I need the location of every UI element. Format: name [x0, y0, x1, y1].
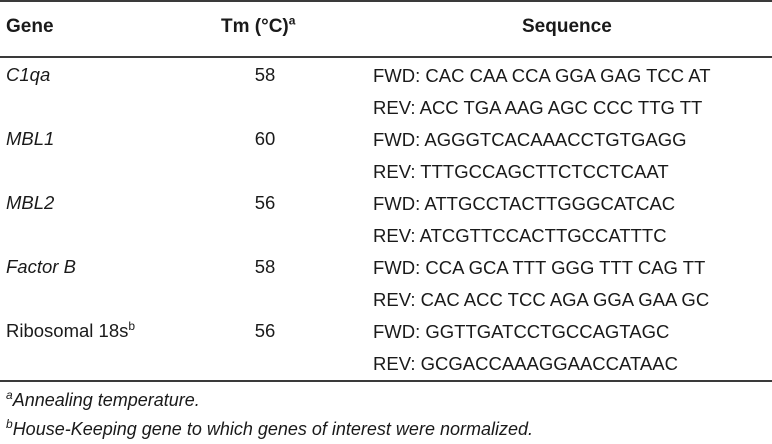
table-row: C1qa 58 FWD: CAC CAA CCA GGA GAG TCC AT … [0, 60, 772, 124]
header-tm: Tm (°C)a [221, 13, 296, 38]
gene-cell: C1qa [6, 64, 51, 85]
footnote-mark: b [6, 417, 13, 431]
header-rule [0, 56, 772, 58]
table-header-row: Gene Tm (°C)a Sequence [0, 14, 772, 44]
sequence-cell: FWD: ATTGCCTACTTGGGCATCAC REV: ATCGTTCCA… [373, 188, 675, 252]
gene-footnote-mark: b [128, 318, 136, 333]
table-top-rule [0, 0, 772, 2]
gene-cell: Ribosomal 18sb [6, 320, 135, 342]
forward-primer: FWD: CCA GCA TTT GGG TTT CAG TT [373, 257, 706, 278]
forward-primer: FWD: AGGGTCACAAACCTGTGAGG [373, 129, 687, 150]
footnote-mark: a [6, 388, 13, 402]
reverse-primer: REV: ATCGTTCCACTTGCCATTTC [373, 225, 667, 246]
reverse-primer: REV: ACC TGA AAG AGC CCC TTG TT [373, 97, 703, 118]
table-row: Ribosomal 18sb 56 FWD: GGTTGATCCTGCCAGTA… [0, 316, 772, 380]
header-gene: Gene [6, 16, 54, 37]
reverse-primer: REV: TTTGCCAGCTTCTCCTCAAT [373, 161, 669, 182]
tm-cell: 60 [254, 128, 276, 149]
sequence-cell: FWD: CCA GCA TTT GGG TTT CAG TT REV: CAC… [373, 252, 709, 316]
footnote-text: Annealing temperature. [12, 390, 200, 410]
tm-cell: 58 [254, 256, 276, 277]
table-row: Factor B 58 FWD: CCA GCA TTT GGG TTT CAG… [0, 252, 772, 316]
header-tm-label: Tm (°C) [221, 16, 289, 37]
forward-primer: FWD: GGTTGATCCTGCCAGTAGC [373, 321, 670, 342]
header-sequence: Sequence [522, 16, 612, 37]
sequence-cell: FWD: CAC CAA CCA GGA GAG TCC AT REV: ACC… [373, 60, 711, 124]
table-bottom-rule [0, 380, 772, 382]
table-footnotes: aAnnealing temperature. bHouse-Keeping g… [6, 386, 533, 444]
footnote-a: aAnnealing temperature. [6, 386, 533, 415]
gene-cell: Factor B [6, 256, 76, 277]
forward-primer: FWD: ATTGCCTACTTGGGCATCAC [373, 193, 676, 214]
tm-cell: 56 [254, 320, 276, 341]
gene-cell: MBL1 [6, 128, 55, 149]
tm-cell: 56 [254, 192, 276, 213]
table-row: MBL2 56 FWD: ATTGCCTACTTGGGCATCAC REV: A… [0, 188, 772, 252]
table-row: MBL1 60 FWD: AGGGTCACAAACCTGTGAGG REV: T… [0, 124, 772, 188]
sequence-cell: FWD: GGTTGATCCTGCCAGTAGC REV: GCGACCAAAG… [373, 316, 678, 380]
reverse-primer: REV: GCGACCAAAGGAACCATAAC [373, 353, 678, 374]
footnote-b: bHouse-Keeping gene to which genes of in… [6, 415, 533, 444]
gene-cell: MBL2 [6, 192, 55, 213]
forward-primer: FWD: CAC CAA CCA GGA GAG TCC AT [373, 65, 711, 86]
sequence-cell: FWD: AGGGTCACAAACCTGTGAGG REV: TTTGCCAGC… [373, 124, 687, 188]
header-tm-footnote-mark: a [288, 13, 296, 28]
tm-cell: 58 [254, 64, 276, 85]
footnote-text: House-Keeping gene to which genes of int… [12, 419, 533, 439]
gene-name: Ribosomal 18s [6, 320, 129, 341]
reverse-primer: REV: CAC ACC TCC AGA GGA GAA GC [373, 289, 710, 310]
